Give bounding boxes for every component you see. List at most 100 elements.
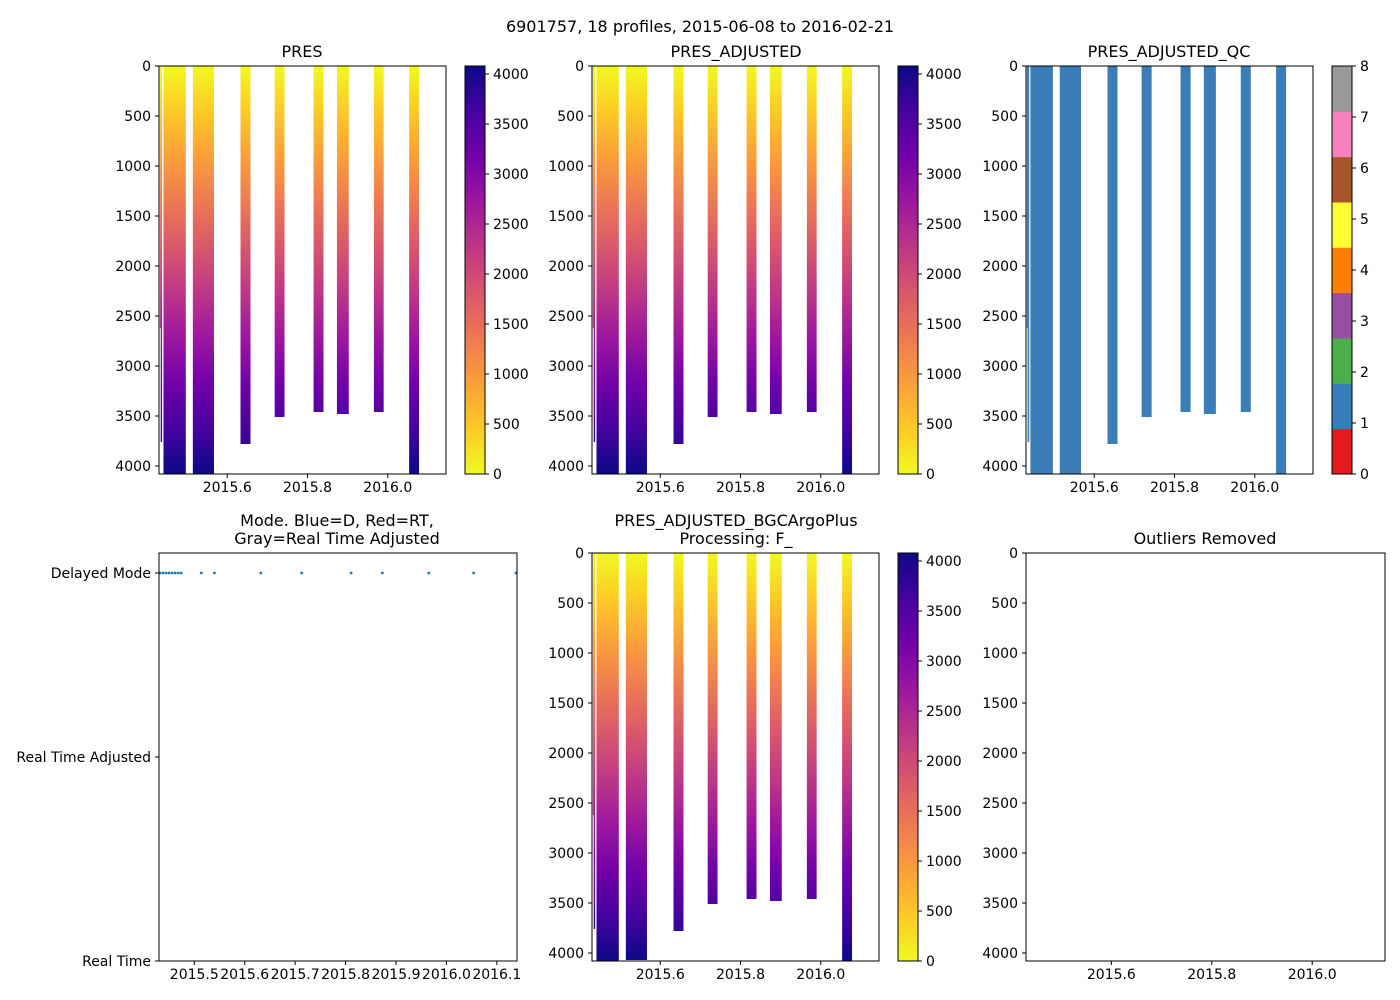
- panel-pres-adjusted-profile-bar: [707, 66, 718, 417]
- panel-pres-adjusted-xtick-label: 2015.8: [716, 480, 765, 496]
- panel-pres-colorbar-tick-label: 1000: [493, 367, 529, 383]
- panel-bgc-argoplus-colorbar-frame: [897, 552, 919, 962]
- panel-pres-adjusted-qc-colorbar-segment: [1332, 156, 1352, 203]
- panel-outliers-xtick-label: 2016.0: [1288, 967, 1337, 983]
- panel-pres-adjusted-qc-profile-bar: [1203, 66, 1216, 414]
- panel-mode-plot-area: 2015.5 2015.6 2015.7 2015.8 2015.9 2016.0 2016…: [16, 552, 521, 983]
- panel-pres-adjusted-qc-title: PRES_ADJUSTED_QC: [1088, 42, 1251, 62]
- panel-mode-ytick-label: Real Time Adjusted: [16, 750, 151, 766]
- panel-mode-ytick-label: Delayed Mode: [51, 566, 151, 582]
- panel-pres-adjusted-qc-colorbar-segment: [1332, 66, 1352, 112]
- panel-pres-ytick-label: 1500: [115, 209, 151, 225]
- panel-bgc-argoplus-profile-bar: [769, 553, 782, 901]
- panel-bgc-argoplus-profile-bar: [806, 553, 817, 899]
- panel-pres-adjusted-colorbar-frame: [897, 65, 919, 475]
- panel-pres-adjusted-qc-colorbar-tick-label: 4: [1360, 263, 1369, 279]
- panel-pres-ytick-label: 500: [124, 109, 151, 125]
- panel-pres-adjusted-qc-colorbar-tick-label: 6: [1360, 161, 1369, 177]
- panel-pres-profile-bar: [163, 66, 186, 474]
- panel-bgc-argoplus-colorbar-tick-label: 1000: [926, 854, 962, 870]
- panel-outliers-ytick-label: 3500: [982, 896, 1018, 912]
- panel-pres-plot-area: 2015.6 2015.8 2016.0 0 500 1000 1500 2000 2500 30…: [115, 59, 447, 496]
- panel-mode-xtick-label: 2016.1: [472, 967, 521, 983]
- panel-bgc-argoplus-profile-bar: [707, 553, 718, 904]
- panel-pres-adjusted-qc-colorbar-segment: [1332, 111, 1352, 158]
- panel-pres-xtick-label: 2015.8: [283, 480, 332, 496]
- panel-pres-colorbar-tick-label: 0: [493, 467, 502, 483]
- panel-pres-adjusted-qc-profile-bar: [1026, 66, 1028, 328]
- panel-mode-point: [259, 571, 263, 575]
- panel-pres-adjusted-qc-colorbar-tick-label: 0: [1360, 467, 1369, 483]
- panel-pres-adjusted-colorbar-tick-label: 500: [926, 417, 953, 433]
- panel-outliers-xtick-label: 2015.8: [1187, 967, 1236, 983]
- panel-pres-adjusted-qc: PRES_ADJUSTED_QC 2015.6 2015.8 2016.0 0 500 1…: [982, 42, 1369, 496]
- panel-pres-adjusted-ytick-label: 0: [575, 59, 584, 75]
- panel-pres-colorbar: 0 500 1000 1500 2000 2500 3000 3500 4000: [464, 65, 529, 483]
- panel-mode-xtick-label: 2015.8: [321, 967, 370, 983]
- panel-pres-colorbar-frame: [464, 65, 486, 475]
- panel-pres-adjusted-qc-colorbar-segment: [1332, 292, 1352, 339]
- panel-mode-xtick-label: 2015.5: [170, 967, 219, 983]
- panel-pres-adjusted-qc-colorbar-tick-label: 7: [1360, 110, 1369, 126]
- panel-pres-adjusted-qc-ytick-label: 2500: [982, 309, 1018, 325]
- panel-pres-adjusted-qc-colorbar-tick-label: 2: [1360, 365, 1369, 381]
- panel-pres-colorbar-tick-label: 500: [493, 417, 520, 433]
- panel-bgc-argoplus-profile-bar: [592, 553, 594, 815]
- panel-mode-point: [199, 571, 203, 575]
- panel-mode-point: [179, 571, 183, 575]
- panel-bgc-argoplus-colorbar-tick-label: 1500: [926, 804, 962, 820]
- panel-outliers-xtick-label: 2015.6: [1087, 967, 1136, 983]
- panel-pres-profile-bar: [313, 66, 324, 412]
- panel-pres-adjusted-qc-profile-bar: [1107, 66, 1118, 444]
- panel-mode-point: [427, 571, 431, 575]
- panel-bgc-argoplus-ytick-label: 3500: [548, 896, 584, 912]
- panel-bgc-argoplus-colorbar-gradient: [898, 553, 918, 961]
- panel-pres-adjusted-qc-colorbar-tick-label: 5: [1360, 212, 1369, 228]
- panel-mode-xtick-label: 2016.0: [422, 967, 471, 983]
- panel-bgc-argoplus-colorbar-tick-label: 2000: [926, 754, 962, 770]
- panel-mode-point: [161, 571, 165, 575]
- panel-outliers-ytick-label: 1000: [982, 646, 1018, 662]
- panel-pres-profile-bar: [159, 66, 161, 328]
- panel-pres-adjusted-frame: [591, 65, 880, 475]
- panel-mode: Mode. Blue=D, Red=RT, Gray=Real Time Adj…: [16, 511, 521, 983]
- panel-bgc-argoplus-colorbar: 0 500 1000 1500 2000 2500 3000 3500 4000: [897, 552, 962, 970]
- panel-bgc-argoplus-ytick-label: 1500: [548, 696, 584, 712]
- panel-mode-point: [176, 571, 180, 575]
- panel-bgc-argoplus-plot-area: 2015.6 2015.8 2016.0 0 500 1000 1500 2000 2500 30…: [548, 546, 880, 983]
- panel-pres-adjusted-profile-bar: [596, 66, 619, 474]
- panel-pres-adjusted-qc-ytick-label: 500: [991, 109, 1018, 125]
- panel-pres-colorbar-gradient: [465, 66, 485, 474]
- panel-outliers-ytick-label: 2000: [982, 746, 1018, 762]
- panel-pres-adjusted-ytick-label: 2000: [548, 259, 584, 275]
- panel-pres-ytick-label: 3000: [115, 359, 151, 375]
- panel-pres-adjusted-qc-colorbar-segment: [1332, 202, 1352, 248]
- panel-pres-xtick-label: 2016.0: [363, 480, 412, 496]
- panel-pres-adjusted-qc-frame: [1025, 65, 1314, 475]
- panel-pres-frame: [158, 65, 447, 475]
- panel-pres-adjusted-profile-bar: [842, 66, 853, 474]
- panel-pres-adjusted-ytick-label: 4000: [548, 459, 584, 475]
- panel-pres-xtick-label: 2015.6: [203, 480, 252, 496]
- panel-pres-adjusted: PRES_ADJUSTED 2015.6 2015.8 2016.0 0 500 1000…: [548, 42, 961, 496]
- panel-pres-adjusted-qc-ytick-label: 3500: [982, 409, 1018, 425]
- panel-pres-adjusted-qc-profile-bar: [1141, 66, 1152, 417]
- panel-pres-adjusted-colorbar-tick-label: 3500: [926, 117, 962, 133]
- panel-bgc-argoplus-ytick-label: 3000: [548, 846, 584, 862]
- panel-pres-profile-bar: [160, 66, 163, 442]
- panel-pres-ytick-label: 2500: [115, 309, 151, 325]
- panel-pres-adjusted-qc-colorbar-segment: [1332, 338, 1352, 384]
- panel-pres-adjusted-qc-profile-bar: [1240, 66, 1251, 412]
- panel-pres-colorbar-tick-label: 1500: [493, 317, 529, 333]
- panel-pres-profile-bar: [373, 66, 384, 412]
- panel-pres-adjusted-qc-plot-area: 2015.6 2015.8 2016.0 0 500 1000 1500 2000 2500 30…: [982, 59, 1314, 496]
- panel-pres-adjusted-xtick-label: 2015.6: [636, 480, 685, 496]
- panel-outliers-ytick-label: 500: [991, 596, 1018, 612]
- panel-pres-adjusted-qc-xtick-label: 2016.0: [1230, 480, 1279, 496]
- panel-pres-adjusted-qc-colorbar-tick-label: 3: [1360, 314, 1369, 330]
- panel-pres-colorbar-tick-label: 4000: [493, 67, 529, 83]
- panel-outliers-ytick-label: 1500: [982, 696, 1018, 712]
- panel-pres-adjusted-qc-colorbar-segment: [1332, 383, 1352, 430]
- panel-pres-profile-bar: [240, 66, 251, 444]
